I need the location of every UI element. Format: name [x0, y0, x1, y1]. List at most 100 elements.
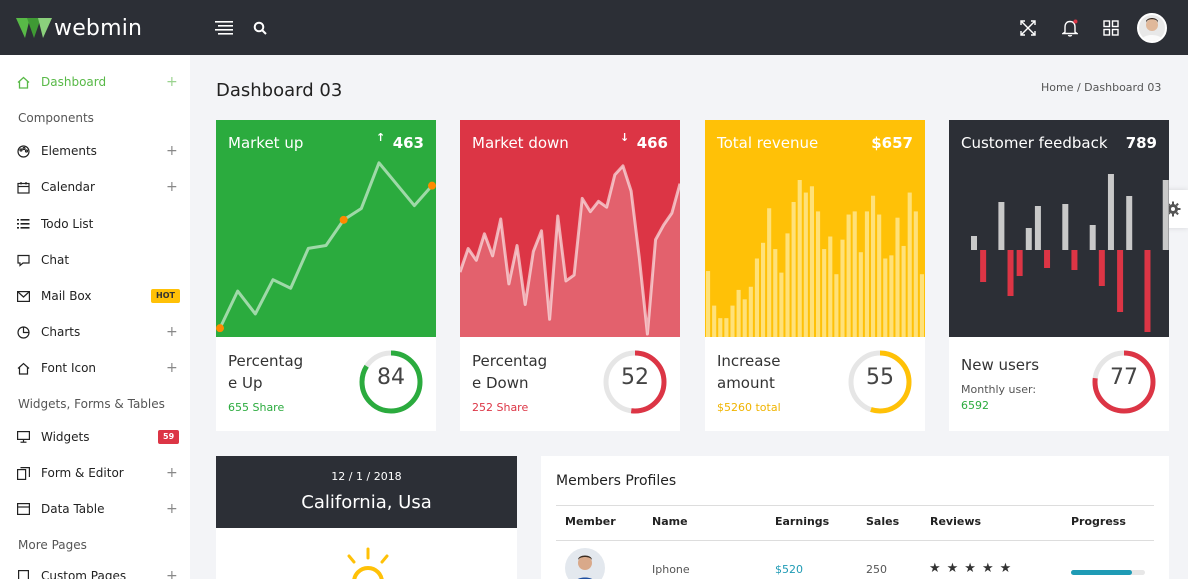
card-title: Total revenue [717, 134, 819, 152]
avatar [565, 548, 605, 579]
sidebar-item-label: Todo List [41, 217, 94, 231]
column-header-name[interactable]: Name [652, 515, 688, 528]
column-header-progress[interactable]: Progress [1071, 515, 1126, 528]
gauge-arc [1092, 350, 1156, 414]
page-title: Dashboard 03 [216, 80, 343, 101]
bar [791, 201, 796, 337]
sidebar-item-dashboard[interactable]: Dashboard + [0, 67, 190, 97]
expand-icon[interactable]: + [166, 501, 178, 517]
sidebar-item-form-editor[interactable]: Form & Editor + [0, 458, 190, 488]
bar [803, 192, 808, 337]
copy-icon [16, 466, 30, 480]
card-title: Customer feedback [961, 134, 1108, 152]
expand-icon[interactable]: + [166, 324, 178, 340]
sidebar-item-todo-list[interactable]: Todo List [0, 209, 190, 239]
pie-chart-icon [16, 325, 30, 339]
breadcrumb[interactable]: Home / Dashboard 03 [1041, 81, 1162, 94]
market-down-area-chart [460, 164, 680, 337]
bar [852, 211, 857, 337]
expand-icon[interactable]: + [166, 74, 178, 90]
card-value: 466 [636, 134, 668, 152]
series-line [218, 161, 434, 329]
sidebar-item-calendar[interactable]: Calendar + [0, 172, 190, 202]
sidebar-item-elements[interactable]: Elements + [0, 136, 190, 166]
progress-fill [1071, 570, 1133, 575]
bar [724, 318, 729, 337]
expand-icon[interactable]: + [166, 465, 178, 481]
sidebar-section-more-pages: More Pages [18, 538, 87, 552]
bar-negative [1071, 250, 1078, 270]
sidebar-item-charts[interactable]: Charts + [0, 317, 190, 347]
sidebar-item-mail-box[interactable]: Mail Box HOT [0, 281, 190, 311]
total-revenue-header: Total revenue $657 [705, 120, 925, 337]
bar [846, 214, 851, 337]
customer-feedback-card: Customer feedback 789 New users Monthly … [949, 120, 1169, 431]
card-label: Increase [717, 352, 781, 370]
expand-icon[interactable]: + [166, 568, 178, 579]
gauge-value: 84 [377, 365, 405, 390]
page-icon [16, 569, 30, 579]
bar [773, 249, 778, 337]
bar-positive [1162, 180, 1169, 250]
fullscreen-icon[interactable] [1017, 17, 1039, 39]
card-label: Percentag [228, 352, 304, 370]
bar [809, 186, 814, 337]
gauge-arc [603, 350, 667, 414]
logo[interactable]: webmin [16, 13, 142, 43]
column-header-earnings[interactable]: Earnings [775, 515, 830, 528]
sidebar-item-custom-pages[interactable]: Custom Pages + [0, 561, 190, 579]
count-badge: 59 [158, 430, 180, 444]
expand-icon[interactable]: + [166, 179, 178, 195]
bar [767, 208, 772, 337]
sidebar-item-chat[interactable]: Chat [0, 245, 190, 275]
market-up-header: Market up ↑ 463 [216, 120, 436, 337]
sidebar-item-label: Custom Pages [41, 569, 127, 579]
sidebar-item-label: Calendar [41, 180, 95, 194]
card-value: 789 [1125, 134, 1157, 152]
bar [797, 180, 802, 337]
member-name: Iphone [652, 563, 690, 576]
bar [706, 271, 711, 337]
percentage-gauge [603, 350, 667, 414]
menu-icon[interactable] [214, 17, 236, 39]
sidebar-item-label: Widgets [41, 430, 90, 444]
card-value: $657 [871, 134, 913, 152]
column-header-reviews[interactable]: Reviews [930, 515, 982, 528]
bell-icon[interactable] [1059, 17, 1081, 39]
bar [785, 233, 790, 337]
bar [901, 245, 906, 337]
expand-icon[interactable]: + [166, 360, 178, 376]
progress-bar [1071, 570, 1145, 575]
expand-icon[interactable]: + [166, 143, 178, 159]
home-icon [16, 75, 30, 89]
sidebar-item-font-icon[interactable]: Font Icon + [0, 353, 190, 383]
feedback-bar-chart [971, 174, 1169, 332]
column-header-member[interactable]: Member [565, 515, 616, 528]
bar-positive [998, 202, 1005, 250]
bar [816, 211, 821, 337]
bar [779, 272, 784, 337]
bar [883, 258, 888, 337]
card-title: Market up [228, 134, 304, 152]
bar-positive [1025, 228, 1032, 250]
card-subtext: 655 Share [228, 401, 285, 414]
customer-feedback-header: Customer feedback 789 [949, 120, 1169, 337]
bar [828, 236, 833, 337]
bar-negative [1016, 250, 1023, 276]
divider [556, 540, 1154, 541]
sidebar-item-label: Data Table [41, 502, 105, 516]
sidebar-item-data-table[interactable]: Data Table + [0, 494, 190, 524]
bar [919, 274, 924, 337]
apps-grid-icon[interactable] [1100, 17, 1122, 39]
market-down-card: Market down ↓ 466 Percentag e Down 252 S… [460, 120, 680, 431]
sidebar-item-widgets[interactable]: Widgets 59 [0, 422, 190, 452]
user-avatar[interactable] [1137, 13, 1167, 43]
bar [858, 252, 863, 337]
card-label: Percentag [472, 352, 548, 370]
bar-positive [1089, 225, 1096, 250]
bar [840, 239, 845, 337]
column-header-sales[interactable]: Sales [866, 515, 900, 528]
sidebar: Dashboard + Components Elements + Calend… [0, 55, 190, 579]
percentage-gauge [1092, 350, 1156, 414]
search-icon[interactable] [249, 17, 271, 39]
